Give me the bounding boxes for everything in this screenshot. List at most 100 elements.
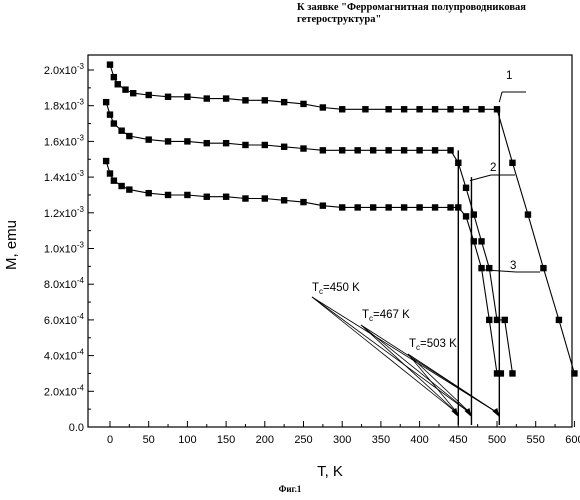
series-1-point [540, 265, 546, 271]
x-tick-label: 600 [565, 434, 580, 446]
series-3-point [107, 170, 113, 176]
series-1-point [509, 160, 515, 166]
x-tick-label: 250 [294, 434, 312, 446]
series-2-point [281, 144, 287, 150]
x-tick-label: 150 [217, 434, 235, 446]
series-3-point [354, 204, 360, 210]
x-tick-label: 200 [256, 434, 274, 446]
series-1-point [320, 104, 326, 110]
tc-arrow [408, 354, 499, 414]
series-1-point [463, 106, 469, 112]
x-tick-label: 50 [143, 434, 155, 446]
series-3-point [401, 204, 407, 210]
x-tick-label: 500 [488, 434, 506, 446]
series-3-point [118, 183, 124, 189]
series-1-point [432, 106, 438, 112]
series-1-point [111, 74, 117, 80]
series-2-point [385, 147, 391, 153]
series-3-point [165, 192, 171, 198]
series-2-point [242, 142, 248, 148]
series-3-point [320, 202, 326, 208]
series-2-point [509, 370, 515, 376]
series-2-point [320, 147, 326, 153]
tc-label: Tc=467 K [362, 309, 410, 323]
x-tick-label: 0 [107, 434, 113, 446]
series-3-point [146, 190, 152, 196]
series-3-point [339, 204, 345, 210]
series-1-point [281, 99, 287, 105]
curve-leader-line [499, 92, 502, 102]
series-2-point [401, 147, 407, 153]
series-2-point [478, 238, 484, 244]
series-2-point [204, 140, 210, 146]
y-tick-label: 0.0 [69, 422, 84, 434]
series-1-point [242, 97, 248, 103]
series-3-point [223, 194, 229, 200]
series-3-point [463, 213, 469, 219]
series-3-point [370, 204, 376, 210]
x-tick-label: 350 [372, 434, 390, 446]
tc-label: Tc=503 K [409, 338, 457, 352]
series-3-point [204, 194, 210, 200]
x-tick-label: 100 [178, 434, 196, 446]
series-1-point [223, 95, 229, 101]
series-3-point [262, 195, 268, 201]
series-2-point [432, 147, 438, 153]
series-2-point [146, 136, 152, 142]
figure-caption: Фиг.1 [0, 484, 580, 494]
series-2-point [184, 138, 190, 144]
series-3-point [432, 204, 438, 210]
series-1-point [447, 106, 453, 112]
curve-number-label: 2 [490, 162, 496, 174]
series-3-point [281, 197, 287, 203]
series-1-point [204, 95, 210, 101]
series-1-point [146, 92, 152, 98]
series-2-point [416, 147, 422, 153]
series-1-point [362, 106, 368, 112]
tc-label: Tc=450 K [312, 282, 360, 296]
series-1-point [262, 97, 268, 103]
series-2-point [165, 138, 171, 144]
series-2-point [447, 147, 453, 153]
x-tick-label: 400 [410, 434, 428, 446]
y-tick-label: 1.4x10-3 [44, 169, 85, 184]
x-tick-label: 450 [449, 434, 467, 446]
series-1-point [130, 90, 136, 96]
series-1-point [571, 370, 577, 376]
series-1-point [184, 94, 190, 100]
y-axis-label: M, emu [3, 220, 20, 270]
series-3-point [300, 199, 306, 205]
series-2-point [300, 145, 306, 151]
series-3-point [385, 204, 391, 210]
x-axis-label: T, K [317, 463, 343, 480]
series-1-point [165, 94, 171, 100]
y-tick-label: 2.0x10-3 [44, 62, 85, 77]
curve-number-label: 1 [506, 70, 512, 82]
series-1-point [339, 106, 345, 112]
series-2-point [339, 147, 345, 153]
series-2-point [118, 127, 124, 133]
y-tick-label: 1.8x10-3 [44, 98, 85, 113]
curve-leader-line [470, 175, 491, 181]
series-1-point [401, 106, 407, 112]
series-2-point [354, 147, 360, 153]
series-3-point [103, 158, 109, 164]
series-2-point [103, 99, 109, 105]
series-1-point [115, 81, 121, 87]
series-2-point [223, 140, 229, 146]
y-tick-label: 1.6x10-3 [44, 133, 85, 148]
series-3-point [111, 177, 117, 183]
annotation-layer: Tc=450 KTc=467 K Tc=503 K 1 2 3 [312, 70, 540, 425]
y-tick-label: 6.0x10-4 [44, 312, 85, 327]
series-1-point [385, 106, 391, 112]
series-3-point [184, 192, 190, 198]
series-2-point [262, 142, 268, 148]
series-3-point [126, 186, 132, 192]
series-1-point [525, 211, 531, 217]
y-tick-label: 2.0x10-4 [44, 383, 85, 398]
curve-number-label: 3 [510, 260, 516, 272]
series-1-point [300, 101, 306, 107]
series-3-point [242, 195, 248, 201]
y-tick-label: 1.2x10-3 [44, 205, 85, 220]
